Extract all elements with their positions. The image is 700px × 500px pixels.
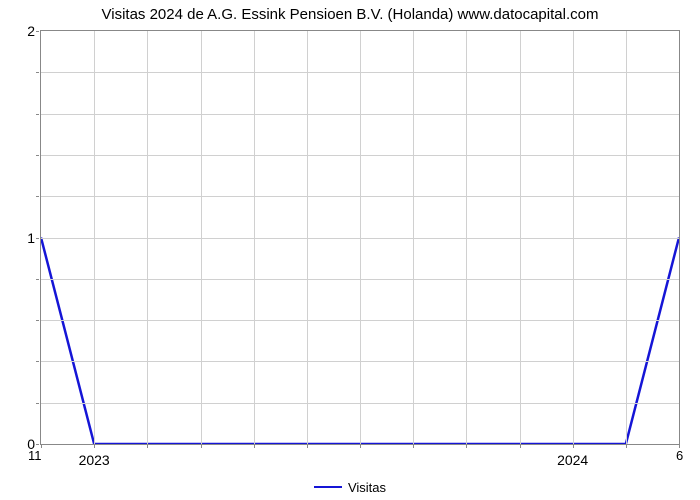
x-minor-tick bbox=[254, 445, 255, 448]
gridline-horizontal bbox=[41, 320, 679, 321]
gridline-horizontal bbox=[41, 196, 679, 197]
x-minor-tick bbox=[41, 445, 42, 448]
y-minor-tick bbox=[36, 279, 39, 280]
x-minor-tick bbox=[413, 445, 414, 448]
y-minor-tick bbox=[36, 196, 39, 197]
y-minor-tick bbox=[36, 444, 39, 445]
x-tick-label: 2024 bbox=[557, 452, 588, 468]
x-tick-label: 2023 bbox=[79, 452, 110, 468]
y-minor-tick bbox=[36, 238, 39, 239]
gridline-horizontal bbox=[41, 238, 679, 239]
x-corner-right-label: 6 bbox=[676, 448, 683, 463]
y-tick-label: 0 bbox=[5, 436, 35, 452]
legend: Visitas bbox=[0, 475, 700, 495]
legend-swatch bbox=[314, 486, 342, 488]
gridline-horizontal bbox=[41, 114, 679, 115]
y-minor-tick bbox=[36, 72, 39, 73]
y-tick-label: 1 bbox=[5, 230, 35, 246]
x-minor-tick bbox=[520, 445, 521, 448]
plot-area bbox=[40, 30, 680, 445]
x-minor-tick bbox=[94, 445, 95, 448]
x-minor-tick bbox=[360, 445, 361, 448]
x-minor-tick bbox=[307, 445, 308, 448]
x-minor-tick bbox=[466, 445, 467, 448]
y-minor-tick bbox=[36, 31, 39, 32]
gridline-horizontal bbox=[41, 403, 679, 404]
x-minor-tick bbox=[201, 445, 202, 448]
y-minor-tick bbox=[36, 320, 39, 321]
y-minor-tick bbox=[36, 361, 39, 362]
gridline-horizontal bbox=[41, 72, 679, 73]
x-minor-tick bbox=[626, 445, 627, 448]
chart-title: Visitas 2024 de A.G. Essink Pensioen B.V… bbox=[0, 6, 700, 23]
x-minor-tick bbox=[679, 445, 680, 448]
gridline-horizontal bbox=[41, 361, 679, 362]
legend-item-visitas: Visitas bbox=[314, 480, 386, 495]
y-minor-tick bbox=[36, 155, 39, 156]
x-minor-tick bbox=[147, 445, 148, 448]
gridline-horizontal bbox=[41, 155, 679, 156]
legend-label: Visitas bbox=[348, 480, 386, 495]
y-tick-label: 2 bbox=[5, 23, 35, 39]
x-minor-tick bbox=[573, 445, 574, 448]
chart-container: Visitas 2024 de A.G. Essink Pensioen B.V… bbox=[0, 0, 700, 500]
y-minor-tick bbox=[36, 403, 39, 404]
gridline-horizontal bbox=[41, 279, 679, 280]
y-minor-tick bbox=[36, 114, 39, 115]
